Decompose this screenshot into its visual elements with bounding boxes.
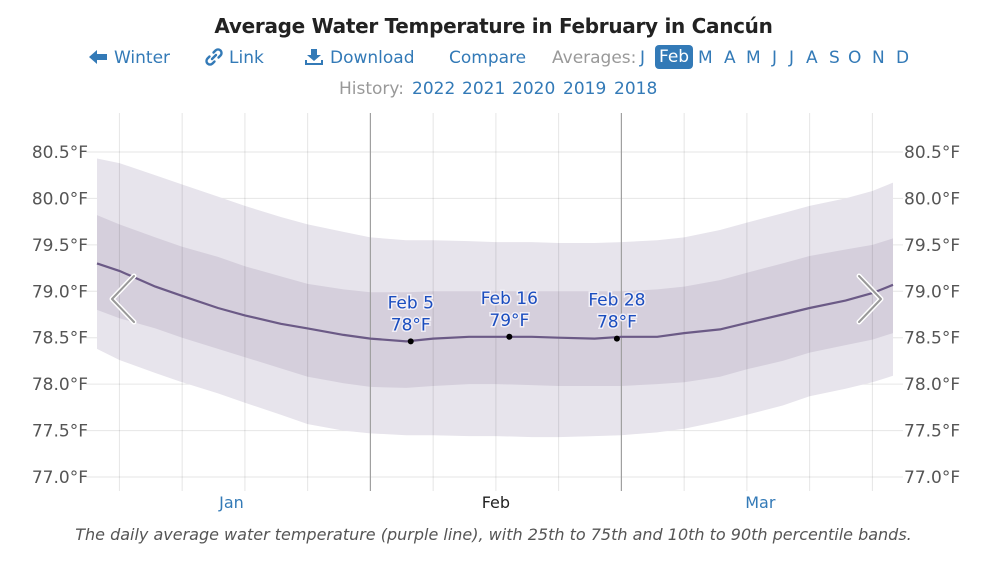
month-link-oct[interactable]: O xyxy=(848,48,862,68)
annotation-point xyxy=(613,335,620,342)
chart-caption: The daily average water temperature (pur… xyxy=(75,525,912,544)
arrow-left-icon xyxy=(89,50,107,64)
annotation-date: Feb 5 xyxy=(388,293,434,313)
annotation-point xyxy=(407,338,414,345)
x-axis: Jan Feb Mar xyxy=(218,493,776,512)
history-year-2021[interactable]: 2021 xyxy=(462,79,506,99)
y-tick-label-right: 79.0°F xyxy=(904,282,960,302)
y-tick-label-right: 78.5°F xyxy=(904,329,960,349)
y-tick-label-left: 77.0°F xyxy=(32,468,88,488)
y-tick-label-left: 79.5°F xyxy=(32,236,88,256)
history-year-2019[interactable]: 2019 xyxy=(563,79,607,99)
annotation-value: 79°F xyxy=(489,311,529,331)
compare-button[interactable]: Compare xyxy=(449,48,527,68)
x-month-label: Feb xyxy=(482,493,510,512)
annotation-value: 78°F xyxy=(597,313,637,333)
link-label: Link xyxy=(229,48,264,68)
median-line xyxy=(96,262,894,343)
y-axis-right: 77.0°F 77.5°F 78.0°F 78.5°F 79.0°F 79.5°F 80.0… xyxy=(904,143,960,488)
y-tick-label-left: 78.5°F xyxy=(32,329,88,349)
averages-label: Averages: xyxy=(552,48,637,68)
history-label: History: xyxy=(339,79,404,99)
month-link-nov[interactable]: N xyxy=(872,48,885,68)
chart-navigation xyxy=(109,273,884,325)
page-title: Average Water Temperature in February in… xyxy=(214,14,773,38)
y-tick-label-left: 79.0°F xyxy=(32,282,88,302)
download-icon xyxy=(305,49,323,65)
chevron-left-icon[interactable] xyxy=(111,275,135,323)
month-link-aug[interactable]: A xyxy=(806,48,818,68)
y-tick-label-right: 77.0°F xyxy=(904,468,960,488)
month-link-mar[interactable]: M xyxy=(698,48,713,68)
y-tick-label-left: 78.0°F xyxy=(32,375,88,395)
month-link-jun[interactable]: J xyxy=(772,48,778,68)
y-tick-label-left: 80.5°F xyxy=(32,143,88,163)
vertical-gridlines xyxy=(118,113,873,491)
toolbar: Winter Link Download Compare Averages: J… xyxy=(0,45,987,72)
y-tick-label-left: 80.0°F xyxy=(32,189,88,209)
x-month-label[interactable]: Jan xyxy=(218,493,244,512)
download-button[interactable]: Download xyxy=(304,48,415,68)
annotation-point xyxy=(506,333,513,340)
month-link-apr[interactable]: A xyxy=(724,48,736,68)
y-axis-left: 77.0°F 77.5°F 78.0°F 78.5°F 79.0°F 79.5°F 80.0… xyxy=(32,143,88,488)
y-tick-label-right: 78.0°F xyxy=(904,375,960,395)
month-link-dec[interactable]: D xyxy=(896,48,910,68)
annotation-value: 78°F xyxy=(391,315,431,335)
month-link-sep[interactable]: S xyxy=(829,48,840,68)
percentile-bands xyxy=(97,158,893,438)
chevron-right-icon[interactable] xyxy=(858,275,882,323)
x-month-label[interactable]: Mar xyxy=(745,493,776,512)
y-tick-label-right: 80.0°F xyxy=(904,189,960,209)
median-line-group xyxy=(96,262,894,343)
month-link-may[interactable]: M xyxy=(746,48,761,68)
download-label: Download xyxy=(330,48,415,68)
annotation-date: Feb 16 xyxy=(481,289,538,309)
month-link-jan[interactable]: J xyxy=(640,48,646,68)
y-tick-label-right: 80.5°F xyxy=(904,143,960,163)
winter-button[interactable]: Winter xyxy=(88,48,170,68)
history-year-2018[interactable]: 2018 xyxy=(614,79,658,99)
annotation-date: Feb 28 xyxy=(588,291,645,311)
y-tick-label-right: 77.5°F xyxy=(904,422,960,442)
y-tick-label-left: 77.5°F xyxy=(32,422,88,442)
link-icon xyxy=(205,48,223,66)
winter-label: Winter xyxy=(114,48,171,68)
history-year-2020[interactable]: 2020 xyxy=(512,79,556,99)
month-link-jul[interactable]: J xyxy=(789,48,795,68)
band-25th-75th-percentile xyxy=(97,215,893,388)
history-year-2022[interactable]: 2022 xyxy=(412,79,456,99)
month-link-feb-selected[interactable]: Feb xyxy=(655,45,694,69)
link-button[interactable]: Link xyxy=(205,48,264,68)
y-tick-label-right: 79.5°F xyxy=(904,236,960,256)
